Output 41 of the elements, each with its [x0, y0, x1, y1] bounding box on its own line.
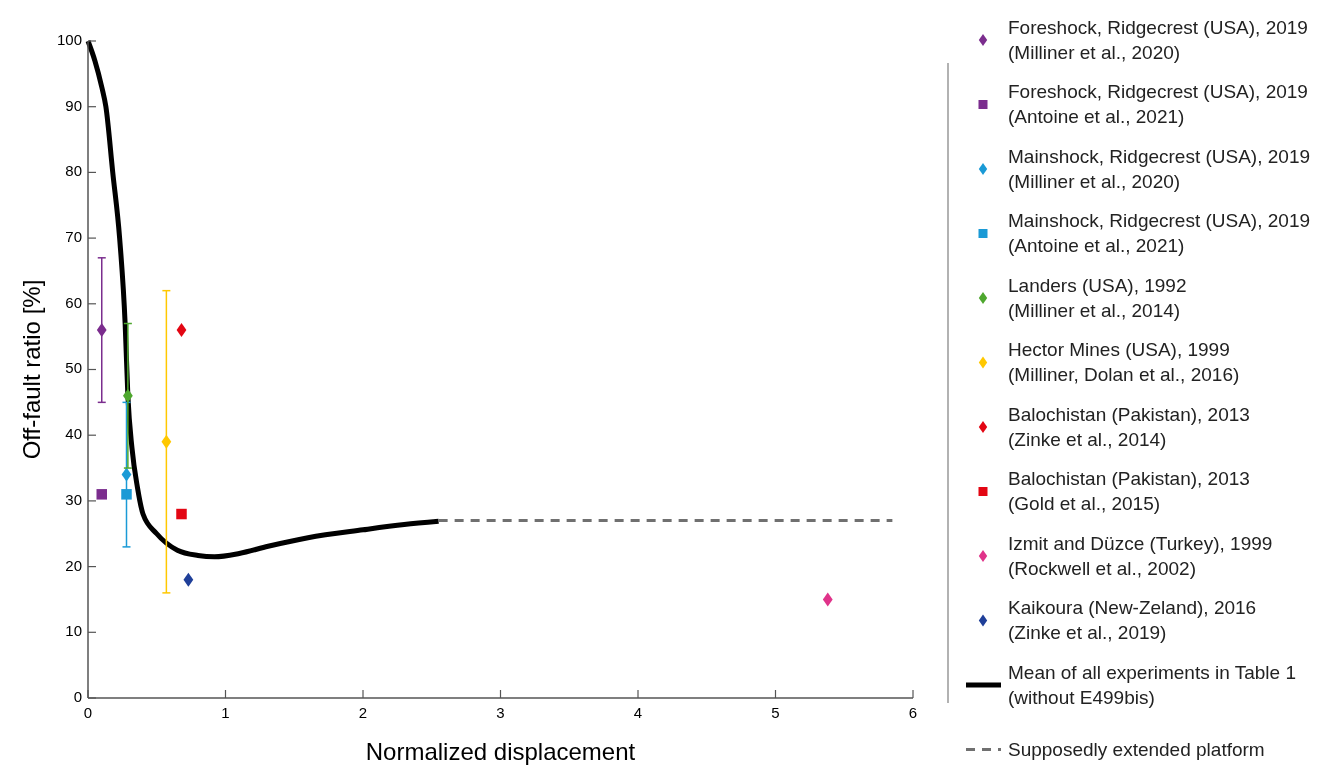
point	[176, 323, 187, 338]
x-axis-title: Normalized displacement	[365, 738, 636, 765]
y-tick-label: 10	[65, 622, 82, 640]
x-tick-label: 5	[771, 704, 780, 721]
legend-label: Mainshock, Ridgecrest (USA), 2019 (Milliner et al., 2020)	[1008, 145, 1311, 192]
y-tick-label: 0	[73, 687, 82, 705]
legend-label: Foreshock, Ridgecrest (USA), 2019 (Milliner et al., 2020)	[1008, 16, 1308, 63]
legend-label: Hector Mines (USA), 1999 (Milliner, Dolan et al., 2016)	[1008, 339, 1240, 385]
y-tick-label: 60	[65, 293, 82, 311]
legend-label: Mean of all experiments in Table 1 (without E499bis)	[1008, 661, 1296, 708]
y-tick-label: 70	[65, 228, 82, 246]
legend-label: Balochistan (Pakistan), 2013 (Gold et al., 2015)	[1008, 468, 1250, 514]
x-tick-label: 3	[496, 704, 505, 721]
x-tick-label: 1	[221, 704, 230, 721]
y-tick-label: 90	[65, 96, 82, 114]
x-tick-label: 6	[908, 704, 918, 721]
point	[121, 489, 132, 500]
x-tick-label: 2	[358, 704, 368, 721]
point	[122, 388, 133, 403]
legend-label: Balochistan (Pakistan), 2013 (Zinke et al., 2014)	[1008, 403, 1250, 450]
y-tick-label: 100	[56, 30, 82, 48]
legend-label: Foreshock, Ridgecrest (USA), 2019 (Antoine et al., 2021)	[1008, 81, 1308, 127]
point	[183, 572, 194, 587]
y-tick-label: 40	[65, 425, 82, 443]
y-tick-label: 50	[65, 359, 82, 377]
point	[96, 489, 107, 500]
x-tick-label: 4	[633, 704, 643, 721]
y-tick-label: 80	[65, 162, 82, 180]
point	[176, 508, 187, 520]
legend-label: Kaikoura (New-Zeland), 2016 (Zinke et al., 2019)	[1008, 597, 1257, 643]
legend-label: Mainshock, Ridgecrest (USA), 2019 (Antoine et al., 2021)	[1008, 210, 1311, 256]
y-axis-title: Off-fault ratio [%]	[18, 279, 45, 460]
x-tick-label: 0	[83, 704, 93, 721]
point	[822, 592, 833, 607]
y-tick-label: 20	[65, 556, 82, 574]
y-tick-label: 30	[65, 490, 82, 508]
legend-label: Izmit and Düzce (Turkey), 1999 (Rockwell et al., 2002)	[1008, 532, 1273, 579]
point	[161, 434, 172, 449]
legend-label: Supposedly extended platform	[1008, 738, 1265, 760]
point	[96, 323, 107, 338]
legend-label: Landers (USA), 1992 (Milliner et al., 2014)	[1008, 274, 1187, 321]
